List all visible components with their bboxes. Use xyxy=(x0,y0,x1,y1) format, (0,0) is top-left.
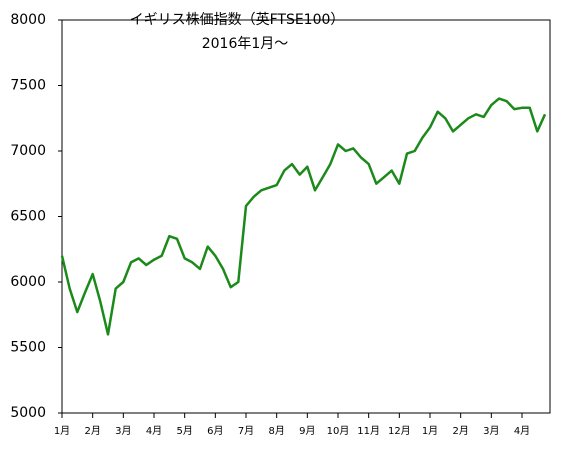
x-tick-label: 11月 xyxy=(357,425,380,437)
x-tick-label: 4月 xyxy=(514,425,530,437)
price-line xyxy=(60,97,547,336)
x-tick-label: 8月 xyxy=(268,425,284,437)
y-tick-label: 6000 xyxy=(10,274,46,290)
x-tick-label: 2月 xyxy=(452,425,468,437)
x-tick-label: 1月 xyxy=(54,425,70,437)
chart-title: イギリス株価指数（英FTSE100） xyxy=(130,11,345,28)
x-tick-label: 12月 xyxy=(388,425,411,437)
x-tick-label: 1月 xyxy=(422,425,438,437)
y-tick-label: 8000 xyxy=(10,12,46,28)
x-tick-label: 4月 xyxy=(146,425,162,437)
x-tick-label: 7月 xyxy=(238,425,254,437)
x-tick-label: 2月 xyxy=(84,425,100,437)
x-tick-label: 6月 xyxy=(207,425,223,437)
y-tick-label: 5000 xyxy=(10,405,46,421)
plot-frame xyxy=(61,19,551,414)
x-tick-label: 3月 xyxy=(115,425,131,437)
y-tick-label: 6500 xyxy=(10,209,46,225)
y-tick-label: 7500 xyxy=(10,78,46,94)
y-tick-label: 7000 xyxy=(10,143,46,159)
x-tick-label: 10月 xyxy=(327,425,350,437)
x-tick-label: 9月 xyxy=(299,425,315,437)
y-tick-label: 5500 xyxy=(10,340,46,356)
x-tick-label: 3月 xyxy=(483,425,499,437)
x-tick-label: 5月 xyxy=(176,425,192,437)
chart-subtitle: 2016年1月～ xyxy=(202,36,289,52)
